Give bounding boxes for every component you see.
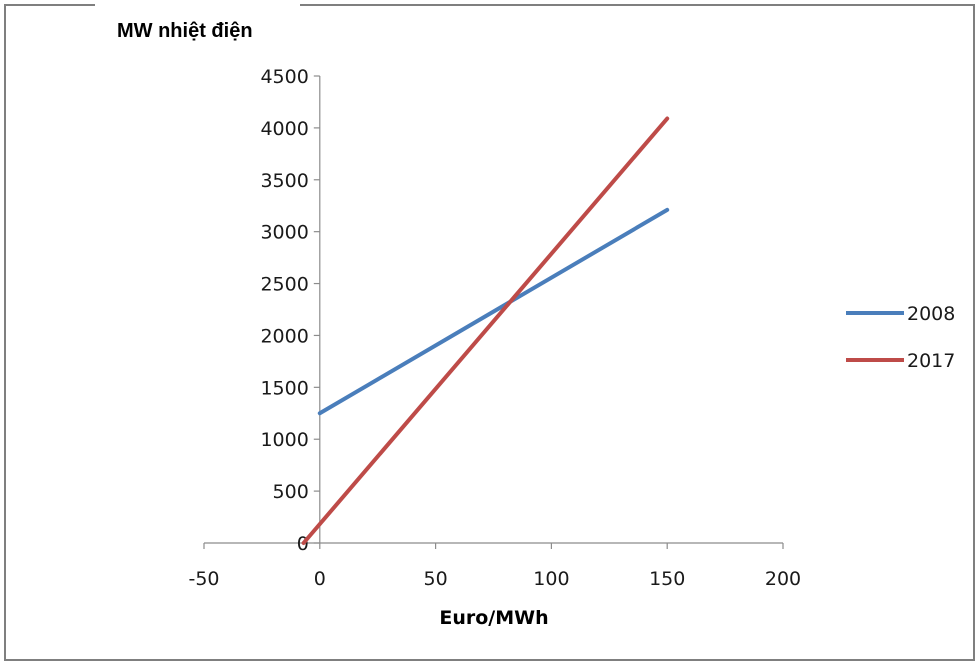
x-tick-label: 0 [314, 568, 326, 590]
y-tick-label: 3000 [260, 222, 308, 244]
legend: 2008 2017 [846, 303, 955, 372]
x-tick-label: 100 [533, 568, 569, 590]
x-tick-label: 150 [649, 568, 685, 590]
x-axis-title: Euro/MWh [439, 607, 548, 629]
axes [203, 75, 784, 549]
x-tick-label: 200 [765, 568, 801, 590]
series-lines [301, 116, 670, 545]
y-tick-label: 4000 [260, 118, 308, 140]
chart-border [4, 4, 975, 661]
x-tick-label: -50 [188, 568, 219, 590]
legend-label-2008: 2008 [907, 303, 955, 325]
y-tick-label: 2500 [260, 274, 308, 296]
legend-label-2017: 2017 [907, 350, 955, 372]
y-tick-label: 2000 [260, 325, 308, 347]
x-tick-label: 50 [424, 568, 448, 590]
y-axis-title: MW nhiệt điện [117, 20, 253, 42]
y-tick-label: 1000 [260, 429, 308, 451]
y-tick-label: 1500 [260, 377, 308, 399]
border-gap [95, 0, 300, 14]
series-line-2008 [317, 207, 670, 416]
series-line-2017 [301, 116, 670, 545]
y-tick-label: 500 [273, 481, 309, 503]
y-tick-label: 3500 [260, 170, 308, 192]
y-tick-label: 4500 [260, 66, 308, 88]
x-tick-labels: -50 0 50 100 150 200 [188, 568, 801, 590]
